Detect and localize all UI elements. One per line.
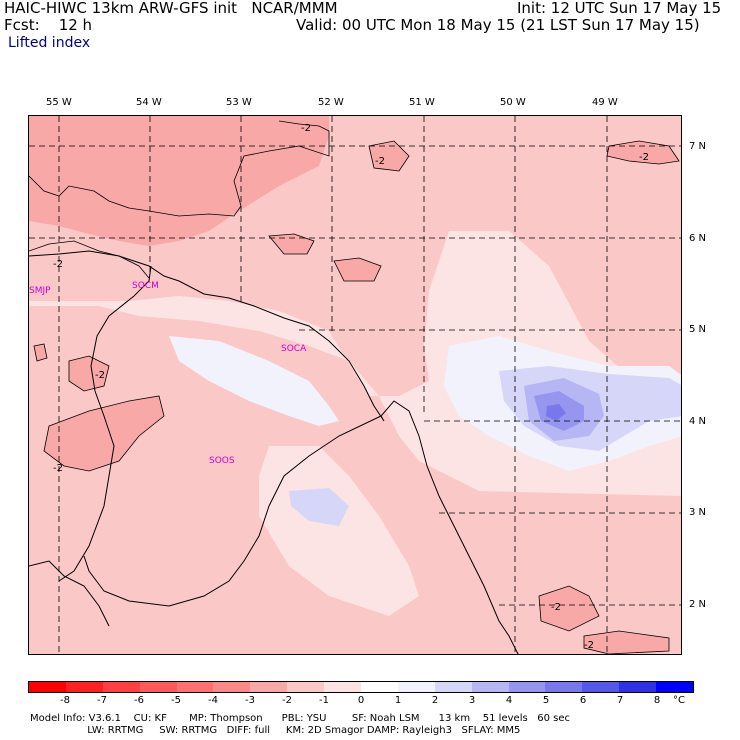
field-region-strong-nw [29, 116, 329, 246]
contour-label-5: -2 [53, 463, 63, 474]
contour-label-7: -2 [551, 602, 561, 613]
colorbar-tick-label: 6 [579, 695, 587, 706]
colorbar-tick-label: 5 [542, 695, 550, 706]
colorbar-tick-label: 2 [431, 695, 439, 706]
colorbar-tick-label: 1 [394, 695, 402, 706]
init-time: Init: 12 UTC Sun 17 May 15 [517, 0, 722, 17]
colorbar-box [287, 682, 325, 692]
station-label-soca: SOCA [281, 344, 307, 354]
contour-label-3: -2 [53, 259, 63, 270]
lat-label-5n: 5 N [689, 324, 707, 335]
lon-label-52w: 52 W [318, 97, 344, 108]
border-suriname-guyana [58, 265, 152, 582]
colorbar [28, 681, 694, 693]
contour-label-2: -2 [375, 156, 385, 167]
contour-patch-i [33, 343, 48, 362]
colorbar-tick-label: -1 [319, 695, 329, 706]
contour-line-west [29, 240, 150, 279]
colorbar-box [102, 682, 140, 692]
border-south [83, 415, 382, 607]
colorbar-box [434, 682, 472, 692]
colorbar-tick-label: -5 [171, 695, 181, 706]
colorbar-box [65, 682, 103, 692]
contour-patch-b [333, 257, 382, 282]
colorbar-unit: °C [673, 695, 685, 706]
colorbar-box [29, 682, 66, 692]
colorbar-box [324, 682, 362, 692]
contour-patch-d [68, 355, 110, 392]
lon-label-54w: 54 W [136, 97, 162, 108]
lon-label-53w: 53 W [226, 97, 252, 108]
model-info-line-1: Model Info: V3.6.1 CU: KF MP: Thompson P… [30, 713, 570, 724]
lat-label-2n: 2 N [689, 599, 707, 610]
valid-time: Valid: 00 UTC Mon 18 May 15 (21 LST Sun … [296, 16, 700, 34]
lon-label-50w: 50 W [500, 97, 526, 108]
colorbar-tick-label: 4 [505, 695, 513, 706]
colorbar-tick-label: -2 [282, 695, 292, 706]
lat-label-3n: 3 N [689, 507, 707, 518]
contour-patch-a [268, 233, 315, 255]
field-region-positive-max [546, 404, 566, 421]
contour-label-8: -2 [584, 640, 594, 651]
station-label-socm: SOCM [132, 281, 159, 291]
model-title: HAIC-HIWC 13km ARW-GFS init NCAR/MMM [4, 0, 338, 17]
colorbar-box [545, 682, 583, 692]
lifted-index-map: -2 -2 -2 -2 -2 -2 -2 -2 SMJP SOCM SOCA S… [29, 116, 681, 654]
colorbar-box [582, 682, 620, 692]
contour-patch-e [43, 395, 165, 472]
colorbar-tick-label: 8 [653, 695, 661, 706]
field-name: Lifted index [8, 35, 91, 51]
lat-label-7n: 7 N [689, 141, 707, 152]
colorbar-box [471, 682, 509, 692]
lon-label-49w: 49 W [592, 97, 618, 108]
coastline [29, 250, 519, 654]
colorbar-box [176, 682, 214, 692]
contour-patch-c [368, 140, 410, 172]
contour-label-6: -2 [639, 152, 649, 163]
colorbar-tick-label: 3 [468, 695, 476, 706]
forecast-hour: Fcst: 12 h [4, 16, 93, 34]
colorbar-box [250, 682, 288, 692]
contour-patch-g [538, 585, 600, 632]
colorbar-box [139, 682, 177, 692]
map-panel: -2 -2 -2 -2 -2 -2 -2 -2 SMJP SOCM SOCA S… [28, 115, 682, 655]
colorbar-box [361, 682, 398, 692]
contour-label-4: -2 [95, 370, 105, 381]
colorbar-box [656, 682, 694, 692]
lat-label-4n: 4 N [689, 416, 707, 427]
contour-patch-f [606, 140, 680, 165]
colorbar-tick-label: -4 [208, 695, 218, 706]
contour-patch-h [583, 630, 670, 654]
station-label-soos: SOOS [209, 456, 235, 466]
field-region-positive-west [169, 336, 339, 426]
lon-label-51w: 51 W [409, 97, 435, 108]
colorbar-tick-label: 0 [357, 695, 365, 706]
colorbar-tick-label: -6 [134, 695, 144, 706]
model-info-line-2: LW: RRTMG SW: RRTMG DIFF: full KM: 2D Sm… [30, 725, 521, 736]
colorbar-tick-label: -7 [97, 695, 107, 706]
contour-line-nw [29, 120, 330, 217]
colorbar-tick-label: -8 [60, 695, 70, 706]
contour-label-1: -2 [301, 123, 311, 134]
colorbar-box [397, 682, 435, 692]
colorbar-box [213, 682, 251, 692]
station-label-smjp: SMJP [29, 286, 51, 296]
colorbar-tick-label: 7 [616, 695, 624, 706]
lat-label-6n: 6 N [689, 233, 707, 244]
colorbar-box [508, 682, 546, 692]
field-region-positive-south [289, 488, 349, 526]
border-southwest [29, 560, 110, 627]
field-region-near-zero-south [259, 446, 419, 616]
lon-label-55w: 55 W [46, 97, 72, 108]
colorbar-tick-label: -3 [245, 695, 255, 706]
graticule [29, 116, 681, 654]
colorbar-box [619, 682, 657, 692]
